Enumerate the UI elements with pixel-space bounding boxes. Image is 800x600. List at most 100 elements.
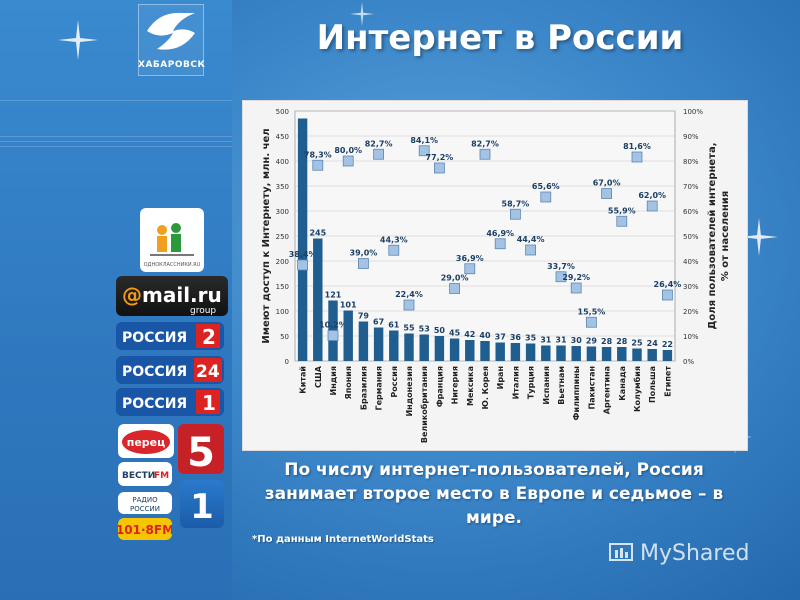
percent-label: 84,1% (410, 136, 438, 145)
bar (449, 338, 460, 361)
percent-marker (616, 215, 628, 227)
category-label: Китай (299, 366, 308, 394)
y2-tick-label: 90% (683, 133, 699, 141)
svg-text:РОССИЯ: РОССИЯ (122, 364, 187, 380)
bar-value-label: 31 (540, 336, 552, 345)
category-label: Ю. Корея (481, 366, 490, 410)
percent-marker (601, 188, 613, 199)
percent-marker (661, 289, 673, 301)
percent-marker (342, 155, 354, 167)
svg-text:FM: FM (154, 471, 169, 481)
percent-label: 81,6% (623, 142, 651, 151)
bar-value-label: 25 (631, 339, 643, 348)
bar (601, 347, 612, 361)
rossiya-1-icon: РОССИЯ 1 (122, 390, 220, 415)
chart-svg: 0 50 100 150 200 250 300 350 400 450 500 0% 10% 20% 30… (261, 108, 731, 443)
rossiya-24-icon: РОССИЯ 24 (122, 358, 222, 382)
101-8-fm-logo: 101·8FM (116, 518, 174, 540)
svg-text:перец: перец (127, 436, 166, 449)
svg-text:@mail.ru: @mail.ru (122, 283, 222, 307)
percent-label: 65,6% (532, 182, 560, 191)
percent-label: 82,7% (471, 139, 499, 148)
y-tick-label: 100 (276, 308, 289, 316)
y2-tick-label: 80% (683, 158, 699, 166)
category-label: Бразилия (359, 366, 368, 410)
svg-text:РАДИО: РАДИО (132, 496, 158, 504)
percent-marker (403, 299, 415, 311)
bar (313, 238, 323, 361)
bar-value-label: 67 (373, 318, 384, 327)
svg-text:5: 5 (187, 430, 215, 474)
bar-value-label: 24 (647, 339, 659, 348)
percent-label: 82,7% (365, 139, 393, 148)
category-label: Япония (344, 366, 353, 399)
bar-value-label: 45 (449, 329, 461, 338)
bar-value-label: 31 (555, 336, 567, 345)
percent-label: 46,9% (486, 229, 514, 238)
bar (632, 348, 642, 361)
bar-value-label: 35 (525, 334, 537, 343)
bar-value-label: 42 (464, 330, 475, 339)
category-label: Пакистан (587, 366, 596, 409)
caption: По числу интернет-пользователей, Россия … (264, 460, 724, 528)
percent-marker (479, 148, 491, 160)
category-label: Иран (496, 366, 505, 389)
percent-marker (494, 238, 506, 250)
percent-marker (555, 271, 567, 283)
percent-marker (646, 200, 658, 212)
rossiya-24-logo: РОССИЯ 24 (116, 356, 224, 384)
percent-label: 62,0% (638, 191, 666, 200)
category-label: США (314, 365, 323, 388)
percent-marker (540, 191, 552, 203)
rossiya-2-icon: РОССИЯ 2 (122, 324, 220, 349)
category-label: Нигерия (451, 366, 460, 404)
sparkle-icon (350, 2, 374, 26)
percent-label: 15,5% (578, 307, 606, 316)
percent-marker (373, 148, 385, 160)
bar-value-label: 121 (325, 291, 342, 300)
y2-tick-label: 20% (683, 308, 699, 316)
y-tick-label: 250 (276, 233, 289, 241)
bar (617, 347, 627, 361)
bar-value-label: 36 (510, 333, 522, 342)
bar (571, 346, 581, 361)
percent-label: 77,2% (426, 153, 454, 162)
category-label: Канада (618, 366, 627, 401)
percent-label: 67,0% (593, 179, 621, 188)
bar-value-label: 61 (388, 321, 400, 330)
101-8-fm-icon: 101·8FM (116, 523, 174, 537)
svg-text:group: group (190, 306, 216, 316)
percent-label: 29,0% (441, 274, 469, 283)
category-label: Россия (390, 366, 399, 398)
bar (541, 345, 551, 361)
svg-text:24: 24 (196, 362, 220, 382)
y-tick-label: 500 (276, 108, 289, 116)
svg-text:2: 2 (202, 325, 216, 349)
y-tick-label: 200 (276, 258, 289, 266)
y2-axis-label: Доля пользователей интернета,% от населе… (707, 142, 731, 329)
bar-value-label: 37 (495, 333, 506, 342)
bar-value-label: 55 (403, 324, 415, 333)
percent-marker (312, 159, 324, 171)
y2-tick-label: 30% (683, 283, 699, 291)
percent-label: 38,4% (289, 250, 317, 259)
percent-marker (464, 263, 476, 275)
y-tick-label: 150 (276, 283, 289, 291)
khabarovsk-emblem (138, 4, 204, 76)
percent-marker (433, 162, 445, 174)
watermark-icon (609, 543, 633, 561)
percent-marker (358, 258, 369, 269)
category-label: Польша (648, 366, 657, 403)
category-label: Франция (435, 366, 444, 407)
y-tick-label: 350 (276, 183, 289, 191)
bar (389, 330, 399, 361)
mail-ru-icon: @mail.ru group (122, 283, 222, 316)
y2-tick-label: 70% (683, 183, 699, 191)
y-tick-label: 400 (276, 158, 289, 166)
channel-1-icon: 1 (190, 487, 214, 527)
bar (495, 342, 505, 361)
percent-marker (418, 145, 430, 157)
channel-5-logo: 5 (178, 424, 224, 476)
rossiya-2-logo: РОССИЯ 2 (116, 322, 224, 350)
bar-value-label: 40 (479, 331, 491, 340)
